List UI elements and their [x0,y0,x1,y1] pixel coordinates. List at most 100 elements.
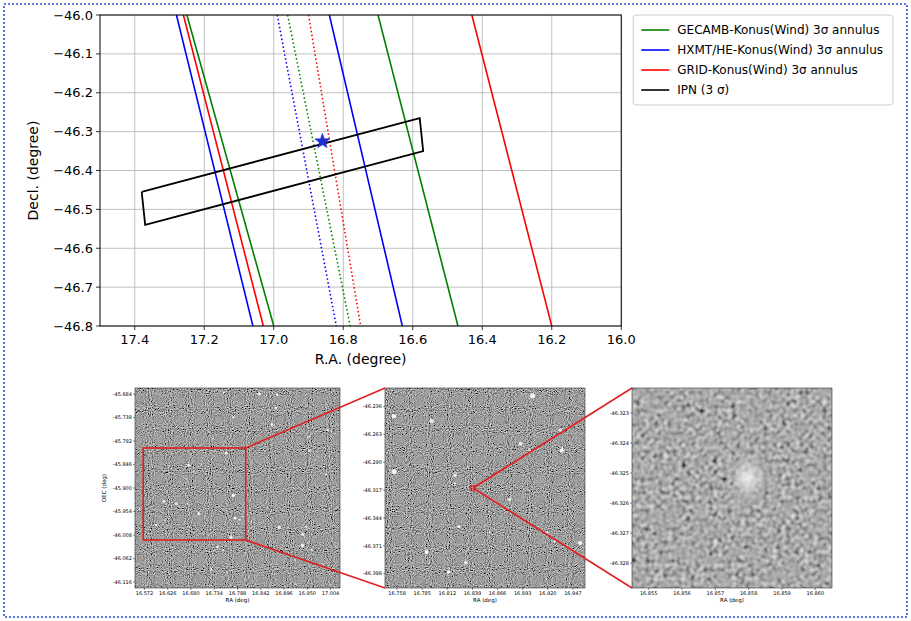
image-y-tick-label: -46.290 [363,459,382,465]
star-marker [315,133,330,147]
grid-line-y [100,248,621,249]
axes: 17.417.217.016.816.616.416.216.0−46.0−46… [53,8,636,348]
annulus-line [277,15,336,326]
image-y-tick-label: -45.738 [113,414,132,420]
image-y-tick-label: -46.324 [610,440,629,446]
image-y-tick [630,472,632,473]
image-y-tick [383,406,385,407]
y-tick [96,131,100,132]
legend-label: HXMT/HE-Konus(Wind) 3σ annulus [677,43,883,57]
x-tick-label: 17.4 [120,332,149,347]
image-panel: 16.75816.78516.81216.83916.86616.89316.9… [363,388,585,604]
grid [100,15,621,326]
x-axis-title: R.A. (degree) [315,351,407,367]
image-y-tick-label: -46.326 [610,500,629,506]
image-x-tick-label: 16.680 [182,590,200,596]
y-tick-label: −46.7 [53,280,93,295]
star-source [223,392,225,394]
plot-area [100,15,621,326]
image-x-tick-label: 16.758 [388,590,406,596]
image-y-tick-label: -46.263 [363,431,382,437]
image-x-tick-label: 16.785 [413,590,431,596]
image-y-tick [133,464,135,465]
x-tick [204,326,205,330]
image-y-tick-label: -46.325 [610,470,629,476]
zoom-line [473,488,632,588]
star-source [239,519,241,521]
image-x-tick-label: 16.839 [464,590,482,596]
image-y-tick-label: -46.317 [363,487,382,493]
star-source [186,478,187,479]
plot-frame [100,15,621,326]
image-y-tick [133,394,135,395]
image-panel: 16.57216.62616.68016.73416.78816.84216.8… [101,388,340,604]
star-source [578,541,582,545]
star-source [275,406,277,408]
star-source [155,524,158,527]
image-y-tick-label: -46.323 [610,410,629,416]
star-source [466,468,467,469]
annulus-line [183,15,551,326]
image-y-tick-label: -46.371 [363,543,382,549]
image-y-tick [630,412,632,413]
star-source [447,570,451,574]
image-x-axis-title: RA (deg) [473,597,497,604]
legend-swatch [641,29,669,31]
y-tick [96,326,100,327]
star-source [210,568,212,570]
image-frame [385,388,585,588]
star-source [216,546,219,549]
star-source [558,429,561,432]
star-source [175,502,178,505]
star-source [519,442,523,446]
star-source [234,517,237,520]
image-y-tick-label: -45.900 [113,485,132,491]
star-source [271,423,274,426]
star-source [295,583,297,585]
star-source [453,473,457,477]
star-source [278,526,281,529]
legend-label: IPN (3 σ) [677,83,729,97]
image-x-tick-label: 16.842 [252,590,270,596]
legend-swatch [641,89,669,91]
y-tick [96,287,100,288]
image-x-tick-label: 16.812 [439,590,457,596]
y-tick-label: −46.8 [53,319,93,334]
image-x-tick-label: 16.859 [773,590,791,596]
image-y-tick [133,581,135,582]
x-tick [621,326,622,330]
star-source [139,508,141,510]
image-y-tick-label: -46.327 [610,530,629,536]
zoom-line [246,540,385,588]
legend-swatch [641,49,669,51]
image-y-tick-label: -46.062 [113,555,132,561]
image-x-tick-label: 16.896 [275,590,293,596]
image-y-tick-label: -46.344 [363,515,382,521]
star-source [187,464,190,467]
image-y-tick [133,488,135,489]
image-frame [135,388,340,588]
zoom-box [143,448,246,540]
star-source [301,533,304,536]
image-y-tick [383,545,385,546]
image-y-axis-title: DEC (deg) [101,474,108,502]
legend-label: GECAMB-Konus(Wind) 3σ annulus [677,23,879,37]
image-y-tick-label: -46.236 [363,403,382,409]
image-x-tick-label: 16.856 [673,590,691,596]
y-tick-label: −46.0 [53,8,93,23]
star-source [454,483,456,485]
image-x-tick-label: 16.855 [640,590,658,596]
image-y-tick-label: -45.684 [113,391,132,397]
zoom-line [246,388,385,448]
image-x-axis-title: RA (deg) [720,597,744,604]
x-tick [482,326,483,330]
star-source [311,549,313,551]
star-source [530,393,535,398]
y-tick [96,92,100,93]
image-y-tick [630,533,632,534]
image-y-tick [383,490,385,491]
annulus-line [288,15,351,326]
image-y-tick-label: -46.398 [363,570,382,576]
star-source [163,414,164,415]
plot-data [142,15,552,326]
